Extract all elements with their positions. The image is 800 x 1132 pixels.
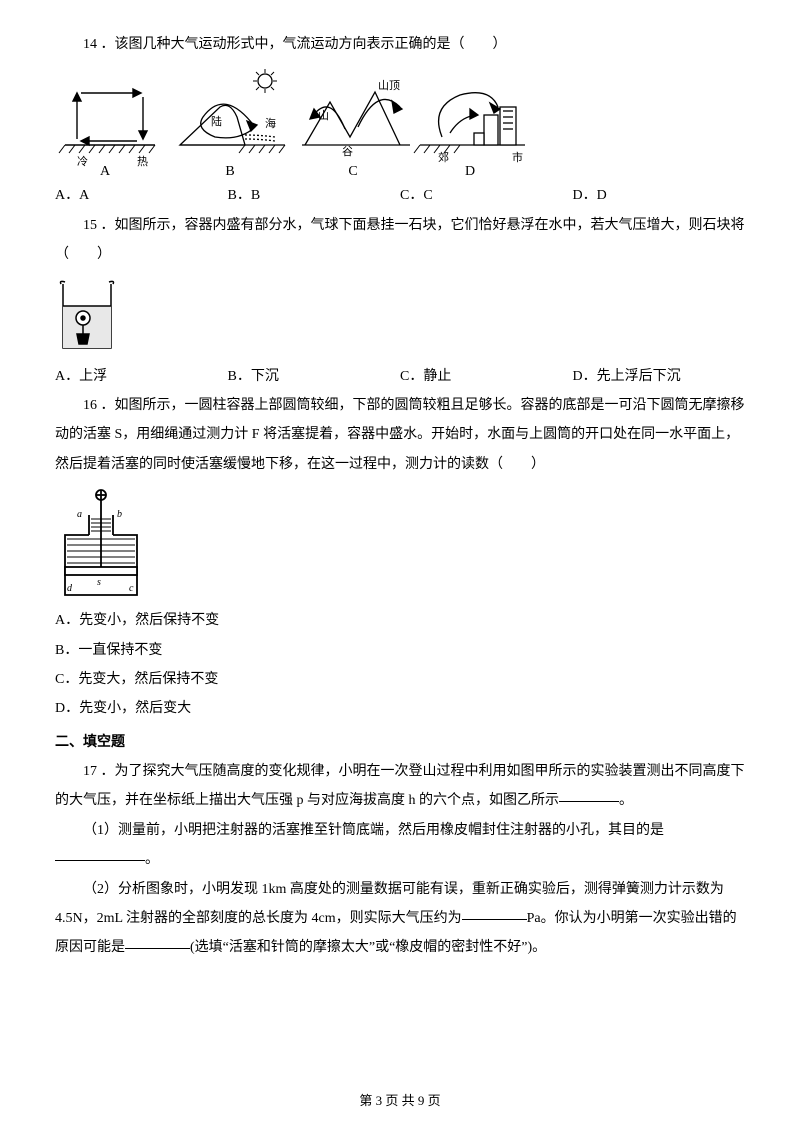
svg-text:B: B bbox=[225, 164, 234, 177]
svg-text:c: c bbox=[129, 583, 134, 594]
svg-text:b: b bbox=[117, 509, 122, 520]
q15-opt-d: D．先上浮后下沉 bbox=[573, 362, 746, 391]
q15-figure bbox=[55, 278, 745, 358]
q14-opt-a: A．A bbox=[55, 181, 228, 210]
q16-opt-d: D．先变小，然后变大 bbox=[55, 694, 745, 723]
svg-text:d: d bbox=[67, 583, 73, 594]
q17-num: 17 ． bbox=[83, 764, 115, 779]
svg-text:C: C bbox=[348, 164, 357, 177]
q16-opt-a: A．先变小，然后保持不变 bbox=[55, 606, 745, 635]
svg-text:郊: 郊 bbox=[438, 151, 449, 164]
svg-text:海: 海 bbox=[265, 116, 276, 130]
q15-opt-b: B．下沉 bbox=[228, 362, 401, 391]
q14-opt-c: C．C bbox=[400, 181, 573, 210]
q14-figure: 冷 热 陆 海 山 谷 山顶 bbox=[55, 67, 745, 177]
q15-options: A．上浮 B．下沉 C．静止 D．先上浮后下沉 bbox=[55, 362, 745, 391]
page-footer: 第 3 页 共 9 页 bbox=[0, 1087, 800, 1114]
svg-text:谷: 谷 bbox=[342, 145, 353, 158]
q16-num: 16 ． bbox=[83, 398, 115, 413]
svg-text:A: A bbox=[100, 164, 111, 177]
svg-text:市: 市 bbox=[512, 150, 523, 164]
q14-text: 14 ．该图几种大气运动形式中，气流运动方向表示正确的是（ ） bbox=[55, 30, 745, 59]
q15-num: 15 ． bbox=[83, 218, 115, 233]
q17-sub1: （1）测量前，小明把注射器的活塞推至针筒底端，然后用橡皮帽封住注射器的小孔，其目… bbox=[55, 816, 745, 845]
blank bbox=[559, 788, 619, 802]
q14-opt-d: D．D bbox=[573, 181, 746, 210]
q15-text: 15 ．如图所示，容器内盛有部分水，气球下面悬挂一石块，它们恰好悬浮在水中，若大… bbox=[55, 211, 745, 270]
svg-text:D: D bbox=[465, 164, 475, 177]
svg-text:山: 山 bbox=[318, 109, 329, 122]
q17-sub1-blank: 。 bbox=[55, 845, 745, 874]
q14-num: 14 ． bbox=[83, 37, 115, 52]
q16-figure: a b c d s bbox=[55, 487, 745, 602]
blank bbox=[462, 906, 527, 920]
blank bbox=[125, 935, 190, 949]
q16-opt-b: B．一直保持不变 bbox=[55, 636, 745, 665]
q17-text: 17 ．为了探究大气压随高度的变化规律，小明在一次登山过程中利用如图甲所示的实验… bbox=[55, 757, 745, 816]
q16-options: A．先变小，然后保持不变 B．一直保持不变 C．先变大，然后保持不变 D．先变小… bbox=[55, 606, 745, 724]
svg-text:热: 热 bbox=[137, 155, 148, 168]
q14-opt-b: B．B bbox=[228, 181, 401, 210]
q15-opt-c: C．静止 bbox=[400, 362, 573, 391]
q15-opt-a: A．上浮 bbox=[55, 362, 228, 391]
svg-text:a: a bbox=[77, 509, 82, 520]
q14-options: A．A B．B C．C D．D bbox=[55, 181, 745, 210]
q16-text: 16 ．如图所示，一圆柱容器上部圆筒较细，下部的圆筒较粗且足够长。容器的底部是一… bbox=[55, 391, 745, 479]
svg-text:陆: 陆 bbox=[211, 114, 222, 128]
q17-sub2: （2）分析图象时，小明发现 1km 高度处的测量数据可能有误，重新正确实验后，测… bbox=[55, 875, 745, 963]
section-2-title: 二、填空题 bbox=[55, 728, 745, 757]
blank bbox=[55, 847, 145, 861]
svg-text:山顶: 山顶 bbox=[378, 79, 400, 92]
q16-opt-c: C．先变大，然后保持不变 bbox=[55, 665, 745, 694]
svg-text:冷: 冷 bbox=[77, 155, 88, 168]
svg-text:s: s bbox=[97, 577, 101, 588]
